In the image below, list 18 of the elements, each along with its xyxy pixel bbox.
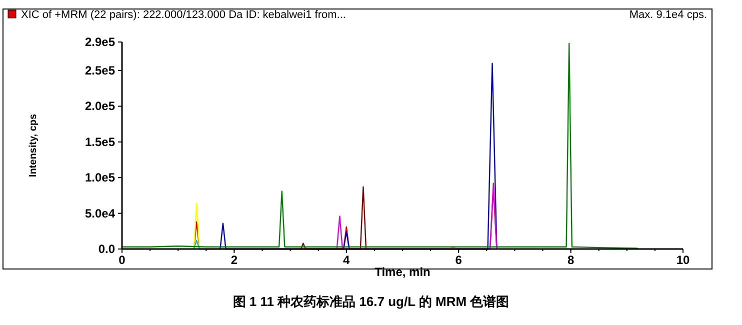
y-tick-label: 2.0e5 xyxy=(84,99,116,114)
y-tick-label: 0.0 xyxy=(98,242,116,256)
legend: XIC of +MRM (22 pairs): 222.000/123.000 Da ID: kebalwei1 from... xyxy=(8,9,346,21)
y-tick-label: 2.9e5 xyxy=(84,35,116,49)
x-tick-label: 2 xyxy=(230,253,238,267)
x-tick-label: 0 xyxy=(118,253,126,267)
x-tick-label: 4 xyxy=(343,253,350,267)
text: 图 1 11 种农药标准品 16.7 ug/L 的 MRM 色谱图 xyxy=(232,294,510,309)
x-tick-label: 8 xyxy=(567,253,574,267)
x-tick-label: 6 xyxy=(455,253,462,267)
y-tick-label: 1.0e5 xyxy=(84,170,116,185)
x-tick-label: 10 xyxy=(676,253,690,267)
y-axis-title: Intensity, cps xyxy=(28,113,39,178)
y-tick-label: 2.5e5 xyxy=(84,64,116,78)
text: Max. 9.1e4 cps. xyxy=(629,9,707,21)
y-tick-label: 5.0e4 xyxy=(84,206,116,220)
x-axis-title: Time, min xyxy=(374,265,430,279)
y-tick-label: 1.5e5 xyxy=(84,134,116,149)
